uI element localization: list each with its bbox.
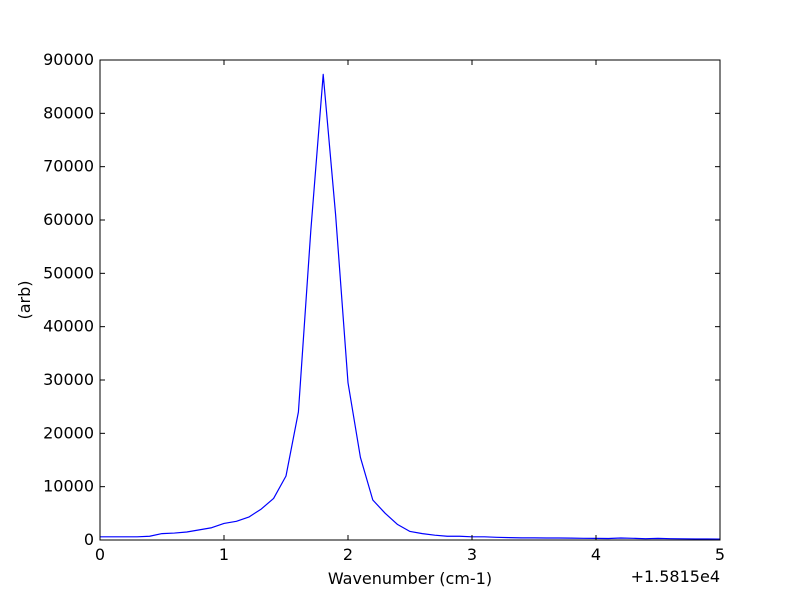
y-tick-label: 80000 [43, 103, 94, 122]
axes-frame [99, 59, 721, 541]
y-tick-label: 0 [84, 530, 94, 549]
y-tick-label: 50000 [43, 263, 94, 282]
series-line [100, 73, 721, 540]
x-tick-label: 2 [343, 545, 353, 564]
axis-ticks: 0 1 2 3 4 5 0 10000 20000 30000 40000 50000 60000 700… [43, 50, 725, 564]
x-axis-label: Wavenumber (cm-1) [328, 569, 492, 588]
y-tick-label: 60000 [43, 210, 94, 229]
x-tick-label: 0 [95, 545, 105, 564]
y-tick-label: 10000 [43, 477, 94, 496]
x-tick-label: 1 [219, 545, 229, 564]
x-axis-offset-label: +1.5815e4 [631, 567, 720, 586]
y-tick-label: 90000 [43, 50, 94, 69]
y-tick-label: 70000 [43, 157, 94, 176]
y-tick-label: 40000 [43, 317, 94, 336]
y-axis-label: (arb) [15, 280, 34, 319]
x-tick-label: 4 [591, 545, 601, 564]
y-tick-label: 30000 [43, 370, 94, 389]
x-tick-label: 3 [467, 545, 477, 564]
plot-area [100, 73, 721, 540]
y-tick-label: 20000 [43, 423, 94, 442]
x-tick-label: 5 [715, 545, 725, 564]
